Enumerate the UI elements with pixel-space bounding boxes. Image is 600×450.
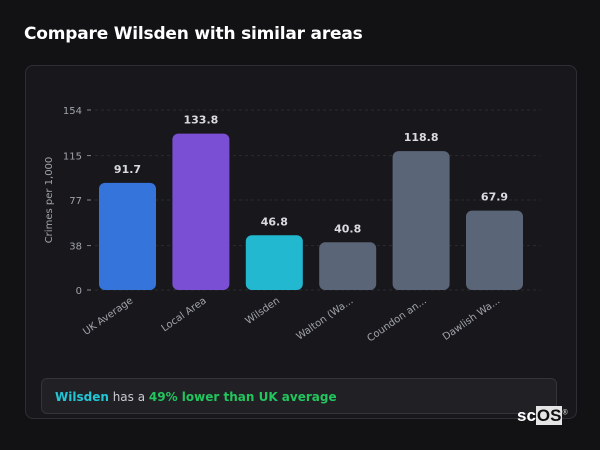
y-tick-label: 77	[69, 196, 82, 207]
bar-3	[319, 242, 377, 290]
data-label: 67.9	[481, 191, 508, 204]
x-tick-label: Dawlish Wa...	[441, 295, 502, 343]
x-tick-label: Local Area	[160, 295, 209, 334]
data-label: 133.8	[184, 114, 219, 127]
bar-0	[99, 182, 156, 290]
x-tick-label: UK Average	[81, 295, 135, 337]
bar-4	[392, 151, 450, 290]
data-label: 46.8	[261, 215, 288, 228]
scos-logo: scOS®	[517, 406, 568, 426]
data-label: 40.8	[334, 222, 361, 235]
logo-text-b: OS	[535, 406, 563, 425]
y-tick-label: 0	[76, 286, 82, 297]
comparison-note: Wilsden has a 49% lower than UK average	[41, 378, 557, 414]
note-area: Wilsden	[55, 390, 109, 404]
y-tick-label: 115	[63, 152, 82, 163]
x-tick-label: Walton (Wa...	[295, 295, 356, 342]
logo-mark: ®	[562, 409, 568, 417]
y-tick-label: 154	[63, 106, 82, 117]
data-label: 118.8	[404, 131, 439, 144]
page-title: Compare Wilsden with similar areas	[24, 24, 363, 44]
x-tick-label: Wilsden	[244, 295, 282, 327]
note-highlight: 49% lower than UK average	[148, 390, 337, 404]
data-label: 91.7	[114, 163, 141, 176]
x-tick-label: Coundon an...	[365, 295, 428, 344]
y-tick-label: 38	[69, 242, 82, 253]
bar-2	[245, 235, 303, 290]
y-axis-label: Crimes per 1,000	[44, 157, 55, 244]
logo-text-a: sc	[517, 406, 536, 425]
bar-1	[172, 133, 230, 290]
bar-5	[466, 210, 523, 290]
note-text: has a	[108, 390, 149, 404]
